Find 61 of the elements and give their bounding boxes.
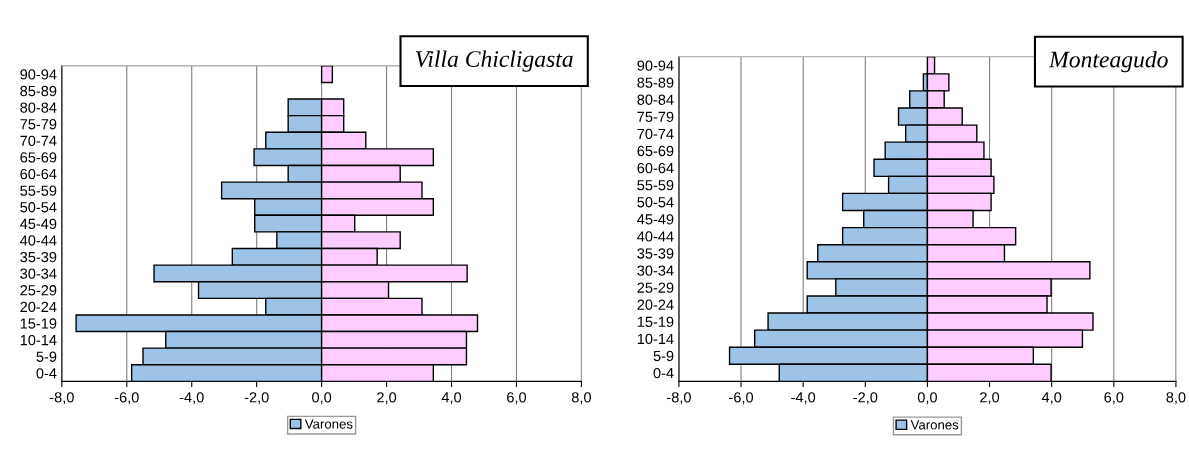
- y-tick-label: 25-29: [637, 282, 674, 293]
- x-tick-label: -4,0: [791, 392, 816, 405]
- x-tick-label: 0,0: [312, 392, 332, 405]
- y-tick-label: 35-39: [637, 248, 674, 259]
- y-tick-label: 0-4: [653, 367, 674, 379]
- y-tick-label: 35-39: [20, 251, 57, 263]
- y-tick-label: 30-34: [637, 265, 674, 276]
- x-tick-label: -8,0: [49, 392, 74, 405]
- y-tick-label: 75-79: [637, 111, 674, 122]
- y-tick-label: 45-49: [637, 214, 674, 225]
- y-tick-label: 20-24: [637, 299, 674, 310]
- y-tick-label: 55-59: [20, 185, 57, 196]
- x-tick-label: -6,0: [114, 392, 139, 405]
- y-tick-label: 75-79: [20, 119, 57, 130]
- y-tick-label: 50-54: [637, 197, 674, 208]
- y-tick-label: 80-84: [637, 94, 674, 105]
- x-tick-label: -8,0: [667, 392, 691, 405]
- y-tick-label: 45-49: [20, 218, 57, 230]
- y-tick-label: 85-89: [20, 85, 57, 97]
- y-tick-label: 10-14: [20, 334, 57, 346]
- y-tick-label: 15-19: [637, 316, 674, 327]
- legend-label: Varones: [910, 420, 959, 430]
- chart-title: Monteagudo: [1048, 50, 1168, 73]
- y-tick-label: 70-74: [637, 128, 674, 140]
- x-tick-label: 0,0: [917, 392, 937, 405]
- y-tick-label: 30-34: [20, 268, 57, 279]
- bar: [320, 65, 334, 84]
- x-tick-label: 8,0: [571, 392, 591, 405]
- y-tick-label: 80-84: [20, 102, 57, 113]
- legend-label: Varones: [304, 419, 353, 429]
- x-tick-label: -4,0: [179, 392, 204, 405]
- x-tick-label: -2,0: [853, 392, 878, 405]
- x-tick-label: 6,0: [1104, 392, 1124, 405]
- y-tick-label: 70-74: [20, 135, 57, 146]
- x-tick-label: 8,0: [1166, 392, 1186, 405]
- y-tick-label: 65-69: [637, 145, 674, 157]
- x-tick-label: -2,0: [244, 392, 269, 405]
- y-tick-label: 60-64: [637, 162, 674, 174]
- y-tick-label: 40-44: [20, 235, 57, 246]
- y-tick-label: 10-14: [637, 333, 674, 345]
- y-tick-label: 55-59: [637, 179, 674, 191]
- y-tick-label: 25-29: [20, 285, 57, 296]
- y-tick-label: 15-19: [20, 318, 57, 329]
- x-tick-label: 6,0: [507, 392, 527, 405]
- y-tick-label: 5-9: [653, 350, 674, 362]
- chart-title: Villa Chicligasta: [415, 50, 573, 72]
- y-tick-label: 60-64: [20, 168, 57, 180]
- y-tick-label: 20-24: [20, 301, 57, 313]
- x-tick-label: 2,0: [980, 392, 1000, 405]
- x-tick-label: -6,0: [729, 392, 754, 405]
- x-tick-label: 4,0: [1041, 392, 1062, 405]
- y-tick-label: 40-44: [637, 231, 674, 242]
- y-tick-label: 90-94: [20, 69, 57, 80]
- y-tick-label: 65-69: [20, 152, 57, 163]
- y-tick-label: 0-4: [36, 368, 57, 379]
- y-tick-label: 5-9: [36, 351, 57, 362]
- x-tick-label: 2,0: [377, 392, 397, 405]
- y-tick-label: 50-54: [20, 202, 57, 213]
- x-tick-label: 4,0: [441, 392, 462, 405]
- y-tick-label: 90-94: [637, 60, 674, 71]
- y-tick-label: 85-89: [637, 77, 674, 88]
